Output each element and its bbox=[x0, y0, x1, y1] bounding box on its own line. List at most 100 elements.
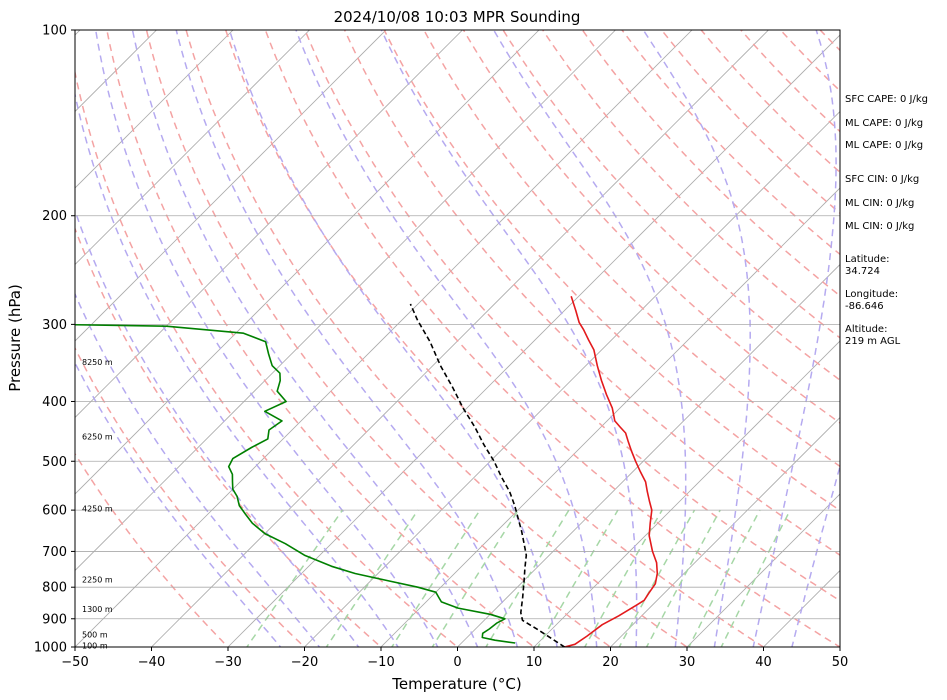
x-tick-label: 30 bbox=[679, 655, 696, 670]
dry-adiabat bbox=[75, 452, 230, 647]
dry-adiabat bbox=[106, 30, 536, 647]
dry-adiabat bbox=[423, 30, 840, 468]
isotherm bbox=[303, 110, 840, 647]
isotherm bbox=[227, 34, 840, 647]
mixing-ratio-line bbox=[583, 509, 663, 647]
moist-adiabat bbox=[75, 91, 399, 647]
stat-sfc-cape: SFC CAPE: 0 J/kg bbox=[845, 94, 928, 105]
x-tick-label: 0 bbox=[453, 655, 461, 670]
dry-adiabat bbox=[224, 30, 765, 647]
mixing-ratio-line bbox=[485, 509, 570, 647]
x-tick-label: −40 bbox=[138, 655, 165, 670]
x-tick-label: 40 bbox=[755, 655, 772, 670]
y-tick-label: 500 bbox=[42, 455, 67, 470]
x-axis-label: Temperature (°C) bbox=[391, 675, 521, 693]
isotherm bbox=[456, 263, 840, 647]
stat-sfc-cin: SFC CIN: 0 J/kg bbox=[845, 174, 919, 185]
dry-adiabat bbox=[502, 30, 840, 382]
isotherm bbox=[150, 30, 770, 647]
parcel-trace bbox=[409, 303, 566, 647]
mixing-ratio-line bbox=[325, 509, 419, 647]
temperature-trace bbox=[564, 295, 659, 647]
isotherm bbox=[75, 30, 311, 266]
moist-adiabat bbox=[492, 30, 687, 647]
x-axis-ticks: −50 −40 −30 −20 −10 0 10 20 30 40 50 bbox=[61, 647, 848, 670]
isotherm bbox=[686, 493, 840, 647]
height-label: 6250 m bbox=[82, 433, 113, 442]
altitude-value: 219 m AGL bbox=[845, 336, 901, 347]
background-lines bbox=[75, 30, 840, 647]
mixing-ratio-line bbox=[390, 509, 481, 647]
sounding-traces bbox=[75, 295, 659, 647]
stat-ml-cape-2: ML CAPE: 0 J/kg bbox=[845, 140, 923, 151]
longitude-value: -86.646 bbox=[845, 301, 884, 312]
moist-adiabat bbox=[175, 30, 519, 647]
moist-adiabat bbox=[75, 292, 321, 647]
y-tick-label: 400 bbox=[42, 395, 67, 410]
stat-ml-cape-1: ML CAPE: 0 J/kg bbox=[845, 118, 923, 129]
x-tick-label: −50 bbox=[61, 655, 88, 670]
mixing-ratio-line bbox=[645, 509, 721, 647]
x-tick-label: −10 bbox=[367, 655, 394, 670]
mixing-ratio-line bbox=[537, 509, 619, 647]
y-tick-label: 300 bbox=[42, 318, 67, 333]
y-tick-label: 200 bbox=[42, 209, 67, 224]
mixing-ratio-line bbox=[720, 509, 791, 647]
isotherm bbox=[75, 30, 234, 189]
dry-adiabat bbox=[462, 30, 840, 424]
mixing-ratio-line bbox=[688, 509, 761, 647]
longitude-label: Longitude: bbox=[845, 289, 898, 300]
isotherm bbox=[75, 30, 617, 572]
moist-adiabat bbox=[295, 30, 598, 647]
y-axis-label: Pressure (hPa) bbox=[6, 284, 24, 392]
y-tick-label: 1000 bbox=[34, 641, 67, 656]
isotherm bbox=[75, 30, 387, 342]
height-label: 8250 m bbox=[82, 358, 113, 367]
latitude-label: Latitude: bbox=[845, 254, 890, 265]
moist-adiabat bbox=[791, 463, 840, 647]
x-tick-label: −30 bbox=[214, 655, 241, 670]
isotherm bbox=[75, 30, 540, 495]
y-tick-label: 800 bbox=[42, 581, 67, 596]
isotherm bbox=[75, 30, 464, 419]
moist-adiabat bbox=[131, 30, 479, 647]
moist-adiabat bbox=[380, 30, 638, 647]
height-label: 1300 m bbox=[82, 605, 113, 614]
y-tick-label: 900 bbox=[42, 612, 67, 627]
y-axis-ticks: 100 200 300 400 500 600 700 800 900 1000 bbox=[34, 24, 75, 656]
moist-adiabat bbox=[75, 361, 282, 647]
sounding-stats: SFC CAPE: 0 J/kg ML CAPE: 0 J/kg ML CAPE… bbox=[845, 94, 928, 347]
stat-ml-cin-1: ML CIN: 0 J/kg bbox=[845, 198, 914, 209]
dry-adiabat bbox=[185, 30, 689, 647]
moist-adiabat bbox=[228, 30, 558, 647]
dry-adiabat bbox=[145, 30, 612, 647]
y-tick-label: 700 bbox=[42, 545, 67, 560]
isotherm bbox=[75, 30, 693, 647]
stat-ml-cin-2: ML CIN: 0 J/kg bbox=[845, 221, 914, 232]
latitude-value: 34.724 bbox=[845, 266, 880, 277]
isotherm bbox=[380, 187, 840, 647]
dry-adiabat bbox=[383, 30, 840, 512]
x-tick-label: −20 bbox=[291, 655, 318, 670]
moist-adiabat bbox=[752, 30, 837, 647]
dewpoint-trace bbox=[75, 323, 516, 644]
dry-adiabat bbox=[75, 69, 459, 647]
dry-adiabat bbox=[304, 30, 840, 602]
isotherm bbox=[533, 340, 840, 647]
y-tick-label: 600 bbox=[42, 504, 67, 519]
y-tick-label: 100 bbox=[42, 24, 67, 39]
x-tick-label: 50 bbox=[832, 655, 849, 670]
height-label: 4250 m bbox=[82, 504, 113, 513]
chart-title: 2024/10/08 10:03 MPR Sounding bbox=[334, 8, 581, 26]
height-labels: 100 m 500 m 1300 m 2250 m 4250 m 6250 m 8250 m bbox=[82, 358, 113, 651]
isotherm bbox=[609, 416, 840, 647]
mixing-ratio-line bbox=[245, 509, 344, 647]
x-tick-label: 20 bbox=[602, 655, 619, 670]
x-tick-label: 10 bbox=[526, 655, 543, 670]
height-label: 100 m bbox=[82, 642, 108, 651]
mixing-ratio-line bbox=[431, 509, 519, 647]
dry-adiabat bbox=[75, 346, 306, 647]
height-label: 2250 m bbox=[82, 575, 113, 584]
